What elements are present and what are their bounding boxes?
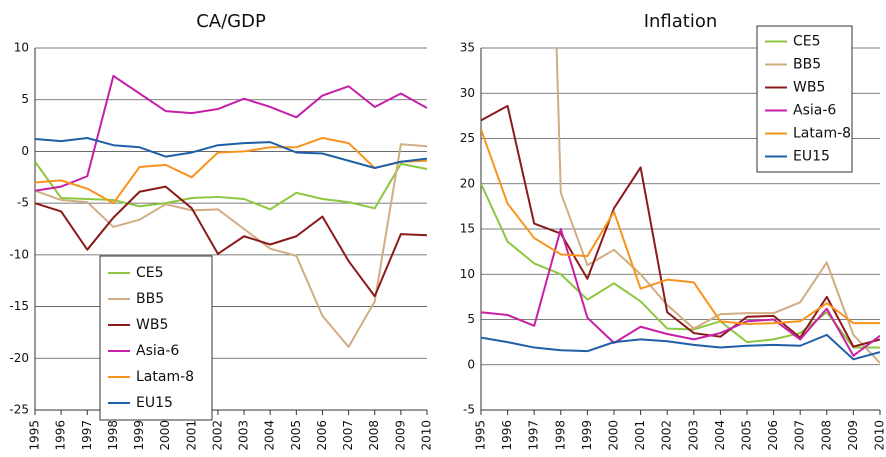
x-tick-label: 2008 — [819, 420, 833, 451]
y-tick-label: 25 — [460, 131, 475, 145]
legend-box — [756, 25, 853, 173]
y-tick-label: 0 — [21, 144, 29, 158]
x-tick-label: 2003 — [237, 420, 251, 451]
legend-label: EU15 — [136, 395, 173, 411]
x-tick-label: 1998 — [106, 420, 120, 451]
x-tick-label: 1995 — [474, 420, 488, 451]
chart-title: CA/GDP — [196, 11, 266, 32]
x-tick-label: 2006 — [766, 420, 780, 451]
x-tick-label: 1998 — [553, 420, 567, 451]
x-tick-label: 2002 — [210, 420, 224, 451]
series-line — [555, 48, 880, 364]
chart-title: Inflation — [644, 11, 718, 32]
y-tick-label: -10 — [9, 247, 29, 261]
legend-label: BB5 — [793, 57, 821, 73]
x-tick-label: 2004 — [713, 420, 727, 451]
x-tick-label: 2002 — [660, 420, 674, 451]
series-line — [35, 185, 427, 298]
legend-label: Asia-6 — [793, 103, 836, 119]
y-tick-label: 35 — [460, 41, 475, 55]
y-tick-label: -5 — [17, 196, 29, 210]
plot-area — [481, 48, 880, 364]
y-tick-label: 20 — [460, 176, 475, 190]
x-tick-label: 1995 — [28, 420, 42, 451]
y-tick-label: -15 — [9, 299, 29, 313]
x-tick-label: 2010 — [873, 420, 886, 451]
x-tick-label: 2006 — [315, 420, 329, 451]
series-line — [35, 136, 427, 205]
x-tick-label: 2008 — [367, 420, 381, 451]
series-line — [35, 74, 427, 192]
x-tick-label: 2007 — [341, 420, 355, 451]
x-tick-label: 2004 — [263, 420, 277, 451]
y-tick-label: 30 — [460, 86, 475, 100]
y-tick-label: -5 — [463, 403, 475, 417]
y-tick-label: -20 — [9, 351, 29, 365]
series-line — [481, 104, 880, 348]
legend: CE5 BB5 WB5 Asia-6 Latam-8 EU15 — [756, 25, 853, 173]
y-tick-label: -25 — [9, 403, 29, 417]
legend-label: CE5 — [793, 34, 821, 50]
series-line — [481, 129, 880, 326]
y-tick-label: 10 — [460, 267, 475, 281]
y-tick-label: 10 — [14, 41, 29, 55]
legend-label: BB5 — [136, 291, 164, 307]
x-tick-label: 1996 — [54, 420, 68, 451]
x-tick-label: 2009 — [846, 420, 860, 451]
plot-area — [35, 74, 427, 348]
x-tick-label: 2007 — [793, 420, 807, 451]
legend-label: WB5 — [136, 317, 168, 333]
x-tick-label: 2003 — [686, 420, 700, 451]
series-line — [35, 143, 427, 348]
x-tick-label: 1997 — [527, 420, 541, 451]
legend-label: EU15 — [793, 149, 830, 165]
series-line — [35, 161, 427, 211]
x-tick-label: 1999 — [132, 420, 146, 451]
series-line — [35, 136, 427, 169]
legend-label: Asia-6 — [136, 343, 179, 359]
series-line — [481, 333, 880, 361]
legend-label: CE5 — [136, 265, 164, 281]
x-tick-label: 2005 — [289, 420, 303, 451]
series-line — [481, 228, 880, 357]
x-tick-label: 2005 — [740, 420, 754, 451]
legend-label: WB5 — [793, 80, 825, 96]
legend-box — [99, 255, 213, 421]
x-tick-label: 2001 — [633, 420, 647, 451]
y-tick-label: 5 — [21, 92, 29, 106]
legend-label: Latam-8 — [136, 369, 194, 385]
y-tick-label: 5 — [467, 312, 475, 326]
x-tick-label: 2009 — [393, 420, 407, 451]
x-tick-label: 2000 — [607, 420, 621, 451]
x-tick-label: 2010 — [420, 420, 434, 451]
legend: CE5 BB5 WB5 Asia-6 Latam-8 EU15 — [99, 255, 213, 421]
y-tick-label: 15 — [460, 222, 475, 236]
x-tick-label: 2000 — [158, 420, 172, 451]
y-tick-label: 0 — [467, 357, 475, 371]
legend-label: Latam-8 — [793, 126, 851, 142]
x-tick-label: 1997 — [80, 420, 94, 451]
x-tick-label: 1999 — [580, 420, 594, 451]
x-tick-label: 2001 — [184, 420, 198, 451]
x-tick-label: 1996 — [500, 420, 514, 451]
